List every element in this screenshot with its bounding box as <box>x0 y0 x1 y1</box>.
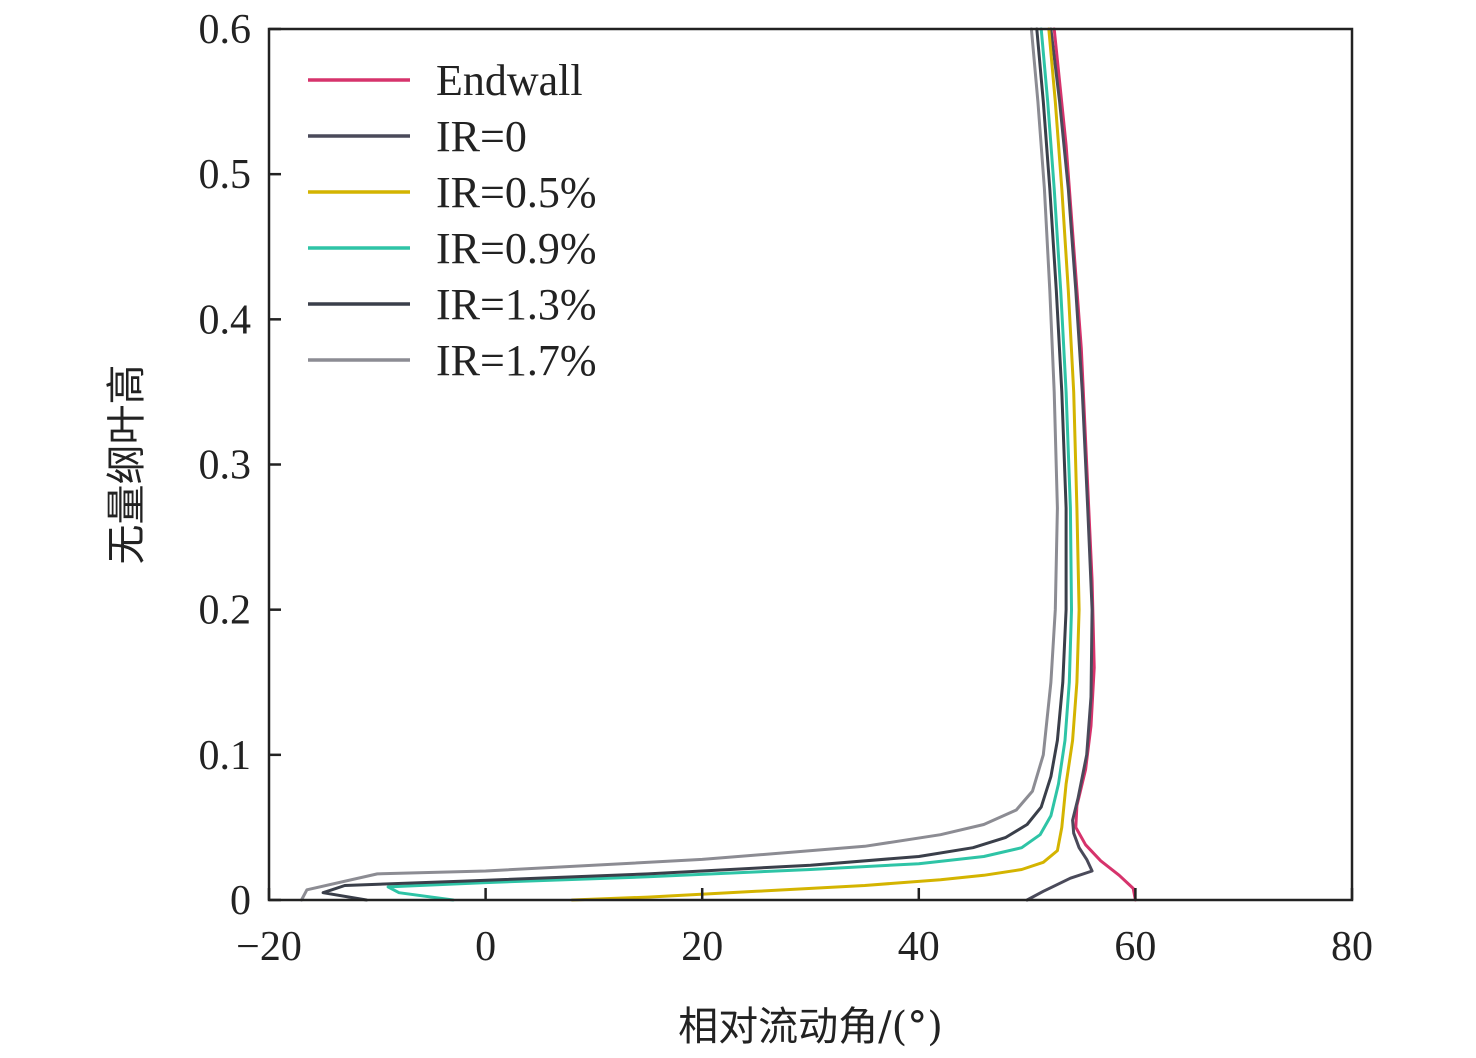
y-tick-label: 0.2 <box>199 588 252 634</box>
legend-label: IR=1.7% <box>436 336 596 385</box>
y-tick-label: 0.3 <box>199 443 252 489</box>
legend-label: Endwall <box>436 56 583 105</box>
x-tick-label: 0 <box>475 924 496 970</box>
x-tick-label: 20 <box>681 924 723 970</box>
y-tick-label: 0 <box>230 878 251 924</box>
legend-label: IR=0.9% <box>436 224 596 273</box>
y-tick-label: 0.1 <box>199 733 252 779</box>
legend-label: IR=0.5% <box>436 168 596 217</box>
legend-label: IR=1.3% <box>436 280 596 329</box>
y-tick-label: 0.5 <box>199 152 252 198</box>
x-tick-label: −20 <box>236 924 302 970</box>
x-tick-label: 80 <box>1331 924 1373 970</box>
y-tick-label: 0.4 <box>199 297 252 343</box>
legend: Endwall IR=0 IR=0.5% IR=0.9% IR=1.3% IR=1.7% <box>308 56 596 385</box>
x-tick-label: 60 <box>1114 924 1156 970</box>
series-line-2 <box>570 27 1081 902</box>
series-line-3 <box>386 27 1073 902</box>
x-tick-label: 40 <box>898 924 940 970</box>
series-line-1 <box>1025 27 1094 902</box>
series-layer <box>300 27 1137 902</box>
legend-label: IR=0 <box>436 112 527 161</box>
series-line-5 <box>300 27 1059 902</box>
y-axis-title: 无量纲叶高 <box>104 365 150 565</box>
series-line-4 <box>321 27 1068 902</box>
x-axis-title: 相对流动角/(°) <box>678 1004 943 1050</box>
y-tick-label: 0.6 <box>199 7 252 53</box>
